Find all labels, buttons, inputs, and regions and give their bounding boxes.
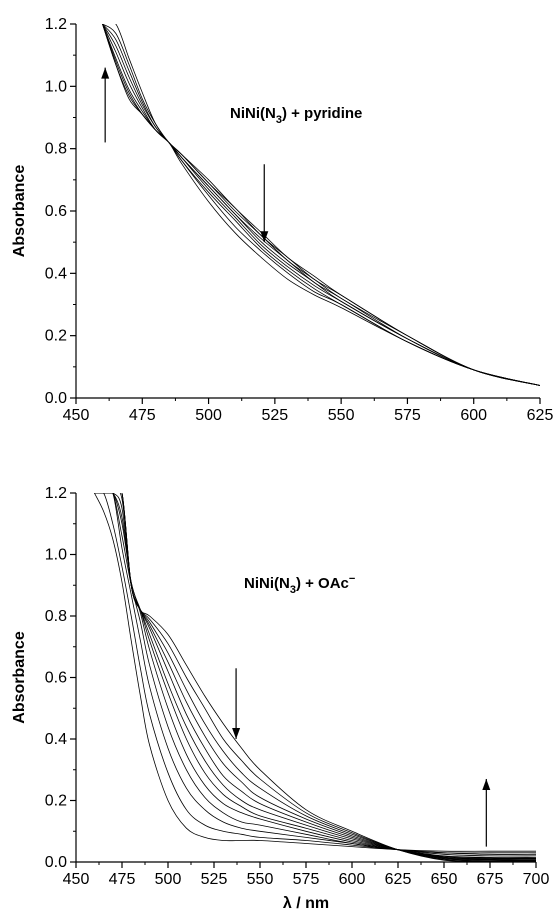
x-tick-label: 450: [63, 407, 90, 424]
arrow-up-head: [101, 67, 110, 79]
spectrum-line-2: [102, 24, 540, 386]
series-group: [102, 24, 540, 386]
spectrum-line-9: [102, 24, 540, 386]
x-tick-label: 525: [262, 407, 289, 424]
y-tick-label: 0.4: [45, 731, 67, 748]
series-group: [94, 493, 536, 862]
spectrum-line-6: [94, 493, 536, 859]
x-axis-title: λ / nm: [283, 895, 329, 912]
spectrum-line-8: [102, 24, 540, 386]
y-tick-label: 1.0: [45, 78, 67, 95]
arrow-down-head: [232, 728, 241, 739]
x-tick-label: 600: [460, 407, 487, 424]
spectrum-line-5: [102, 24, 540, 386]
x-tick-label: 650: [431, 871, 458, 888]
series-annotation: NiNi(N3) + pyridine: [230, 105, 362, 126]
y-tick-label: 0.2: [45, 328, 67, 345]
y-tick-label: 0.6: [45, 203, 67, 220]
x-tick-label: 450: [63, 871, 90, 888]
spectrum-line-3: [102, 24, 540, 386]
spectrum-line-12: [94, 493, 536, 862]
x-tick-label: 625: [385, 871, 412, 888]
spectrum-line-7: [102, 24, 540, 386]
x-tick-label: 600: [339, 871, 366, 888]
x-tick-label: 550: [247, 871, 274, 888]
y-tick-label: 0.0: [45, 854, 67, 871]
spectrum-line-1: [102, 24, 540, 386]
x-tick-label: 575: [394, 407, 421, 424]
y-tick-label: 0.4: [45, 265, 67, 282]
bottom-panel: 450 475 500 525 550 575 600 625 650 675 700 0.0 0.2 0…: [11, 485, 549, 912]
x-tick-label: 525: [201, 871, 228, 888]
x-tick-label: 475: [129, 407, 156, 424]
spectrum-line-4: [102, 24, 540, 386]
arrow-down-head: [260, 231, 269, 243]
x-tick-label: 500: [195, 407, 222, 424]
x-tick-label: 550: [328, 407, 355, 424]
y-axis-title: Absorbance: [11, 165, 28, 258]
spectrum-line-8: [94, 493, 536, 860]
y-tick-label: 0.2: [45, 793, 67, 810]
y-tick-label: 0.8: [45, 141, 67, 158]
y-tick-label: 1.2: [45, 16, 67, 33]
x-tick-label: 500: [155, 871, 182, 888]
y-tick-label: 1.2: [45, 485, 67, 502]
x-tick-label: 700: [523, 871, 550, 888]
spectrum-line-6: [102, 24, 540, 386]
y-tick-label: 0.8: [45, 608, 67, 625]
top-panel: 450 475 500 525 550 575 600 625 0.0 0.2 0.4 0.6 0.8 1…: [11, 16, 553, 424]
series-annotation: NiNi(N3) + OAc−: [244, 573, 355, 596]
arrow-up-head: [482, 779, 491, 790]
y-tick-label: 0.0: [45, 390, 67, 407]
x-tick-label: 625: [527, 407, 554, 424]
x-tick-label: 475: [109, 871, 136, 888]
x-tick-label: 675: [477, 871, 504, 888]
spectrum-line-7: [94, 493, 536, 860]
y-axis-title: Absorbance: [11, 631, 28, 724]
x-tick-label: 575: [293, 871, 320, 888]
y-tick-label: 0.6: [45, 670, 67, 687]
y-tick-label: 1.0: [45, 547, 67, 564]
spectrum-line-5: [94, 493, 536, 858]
